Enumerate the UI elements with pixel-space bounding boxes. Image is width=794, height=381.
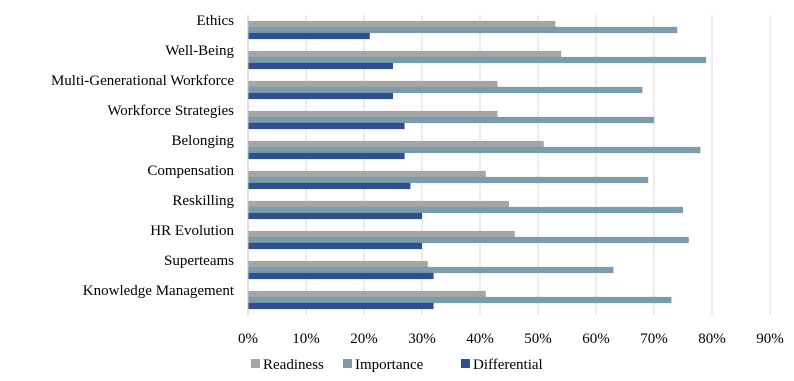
bar-readiness: [248, 110, 498, 118]
category-label: Multi-Generational Workforce: [51, 73, 234, 89]
bar-readiness: [248, 290, 486, 298]
x-tick-label: 80%: [698, 331, 726, 347]
legend-label: Importance: [355, 357, 424, 373]
bar-importance: [248, 176, 649, 184]
category-label: Reskilling: [172, 193, 234, 209]
bar-importance: [248, 236, 689, 244]
x-tick-label: 10%: [292, 331, 320, 347]
bar-importance: [248, 86, 643, 94]
bar-differential: [248, 92, 393, 100]
category-label: Well-Being: [165, 43, 234, 59]
bar-differential: [248, 32, 370, 40]
bar-readiness: [248, 170, 486, 178]
bar-importance: [248, 146, 701, 154]
bar-importance: [248, 26, 678, 34]
legend-label: Readiness: [263, 357, 324, 373]
legend-label: Differential: [473, 357, 543, 373]
bar-readiness: [248, 80, 498, 88]
x-tick-label: 30%: [408, 331, 436, 347]
x-tick-label: 20%: [350, 331, 378, 347]
bar-differential: [248, 62, 393, 70]
bars: [248, 20, 707, 310]
bar-differential: [248, 122, 405, 130]
category-label: HR Evolution: [150, 223, 234, 239]
bar-readiness: [248, 230, 515, 238]
bar-readiness: [248, 140, 544, 148]
bar-importance: [248, 56, 707, 64]
bar-differential: [248, 182, 411, 190]
legend-swatch-readiness: [251, 359, 260, 368]
bar-importance: [248, 296, 672, 304]
category-label: Knowledge Management: [83, 283, 235, 299]
bar-readiness: [248, 50, 562, 58]
bar-differential: [248, 152, 405, 160]
category-label: Superteams: [164, 253, 234, 269]
legend: Readiness Importance Differential: [251, 357, 543, 373]
bar-importance: [248, 116, 654, 124]
category-label: Belonging: [172, 133, 235, 149]
x-tick-label: 40%: [466, 331, 494, 347]
legend-swatch-differential: [461, 359, 470, 368]
x-tick-label: 0%: [238, 331, 258, 347]
x-tick-label: 70%: [640, 331, 668, 347]
bar-importance: [248, 266, 614, 274]
bar-differential: [248, 212, 422, 220]
bar-readiness: [248, 20, 556, 28]
x-tick-label: 90%: [756, 331, 784, 347]
category-label: Compensation: [147, 163, 234, 179]
category-label: Ethics: [197, 13, 235, 29]
bar-differential: [248, 272, 434, 280]
bar-readiness: [248, 260, 428, 268]
legend-swatch-importance: [343, 359, 352, 368]
bar-importance: [248, 206, 683, 214]
x-tick-label: 50%: [524, 331, 552, 347]
bar-differential: [248, 242, 422, 250]
x-tick-labels: 0% 10% 20% 30% 40% 50% 60% 70% 80% 90%: [238, 331, 784, 347]
x-tick-label: 60%: [582, 331, 610, 347]
category-labels: Ethics Well-Being Multi-Generational Workf…: [51, 13, 235, 299]
category-label: Workforce Strategies: [107, 103, 234, 119]
bar-readiness: [248, 200, 509, 208]
bar-differential: [248, 302, 434, 310]
